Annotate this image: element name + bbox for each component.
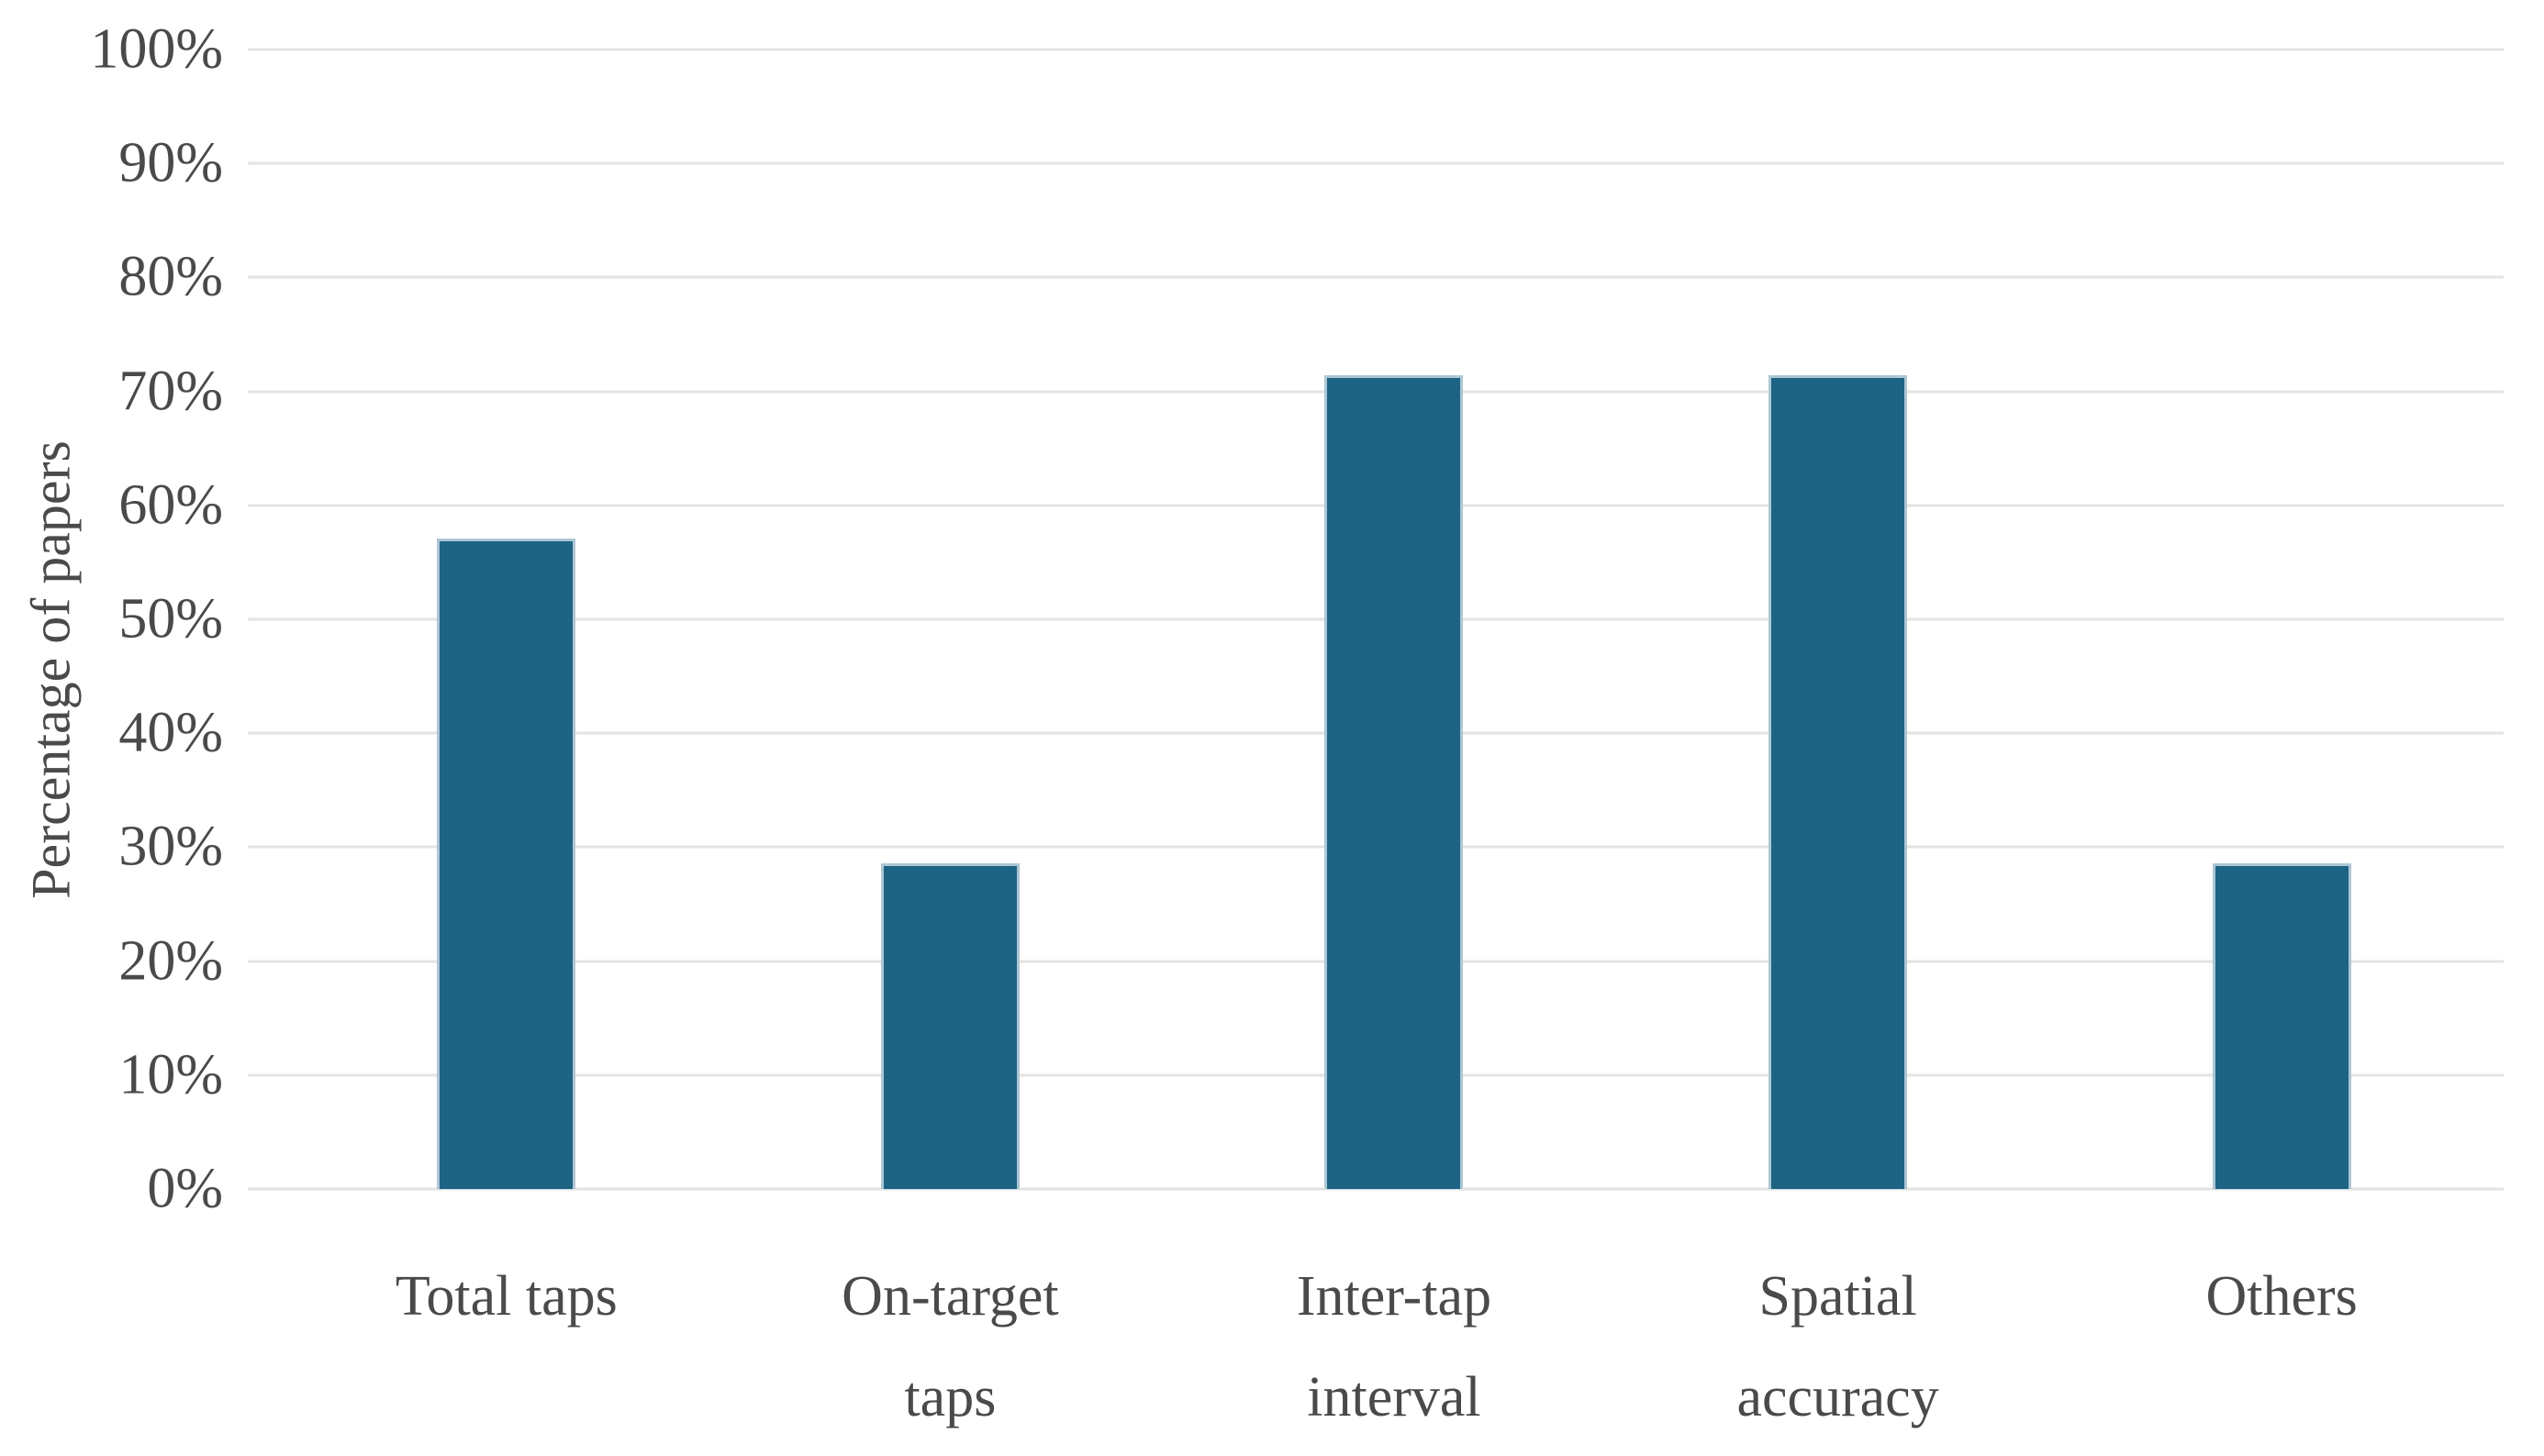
x-axis-label: On-target taps xyxy=(842,1265,1059,1428)
bar-others xyxy=(2212,862,2351,1189)
bar-total-taps xyxy=(437,538,576,1189)
x-axis-label: Others xyxy=(2205,1265,2358,1328)
y-tick-label: 50% xyxy=(118,587,223,650)
y-tick-label: 90% xyxy=(118,131,223,195)
y-tick-label: 20% xyxy=(118,929,223,993)
gridline xyxy=(248,161,2504,165)
gridline xyxy=(248,1187,2504,1191)
bar-column xyxy=(729,50,1173,1189)
x-axis-label: Inter-tap interval xyxy=(1296,1265,1492,1428)
y-tick-label: 60% xyxy=(118,473,223,537)
x-axis-label: Total taps xyxy=(395,1265,618,1328)
x-axis-labels: Total taps On-target taps Inter-tap interv… xyxy=(285,1246,2504,1448)
bars xyxy=(285,50,2504,1189)
y-tick-label: 30% xyxy=(118,815,223,878)
y-tick-label: 70% xyxy=(118,360,223,423)
bar-column xyxy=(1172,50,1616,1189)
y-tick-label: 40% xyxy=(118,701,223,764)
bar-spatial-accuracy xyxy=(1769,375,1908,1189)
y-tick-label: 10% xyxy=(118,1043,223,1106)
gridline xyxy=(248,275,2504,279)
bar-column xyxy=(2059,50,2504,1189)
y-tick-label: 80% xyxy=(118,245,223,308)
gridline xyxy=(248,48,2504,51)
y-axis-ticks: 0% 10% 20% 30% 40% 50% 60% 70% 80% 90% 100% xyxy=(0,18,223,1220)
x-axis-label: Spatial accuracy xyxy=(1736,1265,1939,1428)
y-tick-label: 100% xyxy=(90,17,223,81)
bar-on-target-taps xyxy=(880,862,1020,1189)
bar-column xyxy=(1616,50,2060,1189)
bar-column xyxy=(285,50,729,1189)
bar-inter-tap-interval xyxy=(1324,375,1464,1189)
y-tick-label: 0% xyxy=(147,1157,223,1220)
plot-area xyxy=(248,48,2504,1191)
